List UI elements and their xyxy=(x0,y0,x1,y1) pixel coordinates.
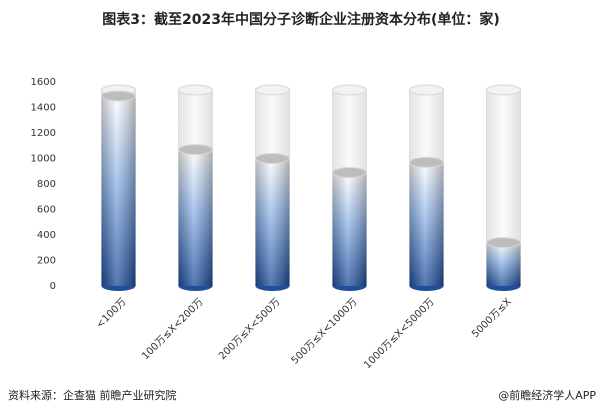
source: 资料来源：企查猫 前瞻产业研究院 xyxy=(8,388,177,402)
credit: @前瞻经济学人APP xyxy=(498,388,596,402)
x-tick-label: 200万≤X<500万 xyxy=(217,296,283,362)
cylinder-glass-top xyxy=(255,84,290,96)
y-tick-label: 400 xyxy=(37,230,56,241)
bar-shade xyxy=(486,242,521,286)
bar-cap xyxy=(255,153,290,164)
y-tick-label: 1000 xyxy=(31,154,56,165)
bar-shade xyxy=(178,149,213,286)
y-tick-label: 1600 xyxy=(31,77,56,88)
bar-cap xyxy=(178,144,213,156)
x-tick-label: 5000万≤X xyxy=(470,296,514,340)
bar-shade xyxy=(409,162,444,286)
x-tick-label: 100万≤X<200万 xyxy=(140,296,206,362)
y-tick-label: 800 xyxy=(37,179,56,190)
x-tick-label: 500万≤X<1000万 xyxy=(290,296,360,366)
bar-cap xyxy=(409,156,444,168)
cylinder-glass-top xyxy=(178,84,213,96)
chart-title: 图表3：截至2023年中国分子诊断企业注册资本分布(单位：家) xyxy=(102,11,500,28)
y-tick-label: 600 xyxy=(37,205,56,216)
cylinder-glass-top xyxy=(332,84,367,96)
bar-shade xyxy=(332,172,367,286)
x-tick-label: 1000万≤X<5000万 xyxy=(362,296,437,371)
y-tick-label: 1200 xyxy=(31,128,56,139)
bar-cap xyxy=(332,167,367,179)
x-tick-label: <100万 xyxy=(94,296,128,330)
y-tick-label: 1400 xyxy=(31,103,56,114)
cylinder-glass-top xyxy=(486,84,521,96)
cylinder-glass-top xyxy=(409,84,444,96)
y-tick-label: 0 xyxy=(50,281,56,292)
bar-cap xyxy=(486,237,521,249)
bar-shade xyxy=(255,158,290,286)
y-tick-label: 200 xyxy=(37,256,56,267)
bar-cap xyxy=(101,90,136,102)
bar-shade xyxy=(101,96,136,287)
